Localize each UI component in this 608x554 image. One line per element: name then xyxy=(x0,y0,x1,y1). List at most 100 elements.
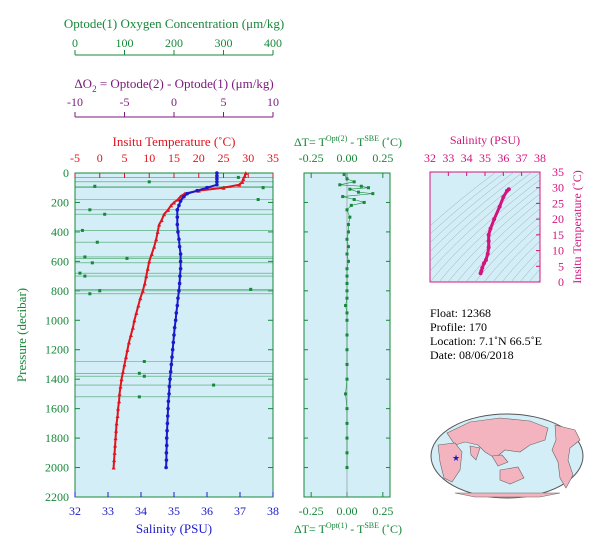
salinity-tick-label: 36 xyxy=(201,504,213,518)
salinity-point xyxy=(177,203,181,208)
oxygen-point xyxy=(249,287,253,291)
temperature-point xyxy=(115,414,120,418)
temperature-point xyxy=(237,182,242,187)
map-land-seasia xyxy=(491,454,509,467)
dt-point xyxy=(344,392,348,396)
inset-salinity-tick-label: 33 xyxy=(442,151,454,165)
dt-point xyxy=(352,198,356,202)
dt-point xyxy=(359,184,363,188)
ts-point xyxy=(482,261,487,266)
delta-o2-tick-label: -10 xyxy=(67,95,83,109)
dt-bottom-tick-label: -0.25 xyxy=(299,504,324,518)
salinity-point xyxy=(175,303,180,308)
salinity-point xyxy=(177,289,181,293)
dt-point xyxy=(356,190,360,194)
ts-density-contour xyxy=(483,223,540,282)
temperature-point xyxy=(242,173,247,178)
inset-temperature-title: Insitu Temperature (˚C) xyxy=(570,170,584,284)
salinity-point xyxy=(176,230,180,234)
salinity-tick-label: 37 xyxy=(234,504,246,518)
salinity-point xyxy=(172,333,176,337)
oxygen-point xyxy=(78,271,82,275)
salinity-point xyxy=(172,325,177,330)
dt-point xyxy=(371,192,375,196)
ts-point xyxy=(485,251,490,256)
salinity-point xyxy=(171,340,176,345)
salinity-point xyxy=(215,174,219,178)
salinity-point xyxy=(178,259,183,264)
dt-point xyxy=(345,311,349,315)
oxygen-point xyxy=(137,371,141,375)
dt-connector xyxy=(349,187,369,190)
dt-connector xyxy=(339,181,355,186)
temperature-tick-label: 25 xyxy=(218,151,230,165)
salinity-point xyxy=(164,451,169,455)
dt-point xyxy=(348,215,352,219)
dt-top-tick-label: 0.25 xyxy=(372,151,393,165)
temperature-point xyxy=(125,347,130,352)
temperature-tick-label: 5 xyxy=(122,151,128,165)
oxygen-point xyxy=(103,212,107,216)
ts-density-contour xyxy=(430,172,540,272)
salinity-point xyxy=(178,199,183,203)
dt-point xyxy=(345,296,349,300)
delta-o2-tick-label: 0 xyxy=(171,95,177,109)
temperature-point xyxy=(114,428,119,433)
pressure-tick-label: 1200 xyxy=(45,343,69,357)
oxygen-axis: 0 100 200 300 400 xyxy=(72,36,282,56)
oxygen-tick-label: 200 xyxy=(165,36,183,50)
info-location: Location: 7.1˚N 66.5˚E xyxy=(430,334,542,348)
temperature-point xyxy=(147,259,152,264)
pressure-tick-label: 2200 xyxy=(45,490,69,504)
salinity-point xyxy=(167,392,171,396)
salinity-point xyxy=(215,177,219,181)
map-land-australia xyxy=(499,466,525,485)
oxygen-point xyxy=(98,289,102,293)
oxygen-point xyxy=(142,360,146,364)
salinity-point xyxy=(174,311,179,315)
inset-temperature-tick-label: 25 xyxy=(552,196,564,210)
dt-point xyxy=(345,274,349,278)
ts-point xyxy=(483,258,488,262)
salinity-point xyxy=(168,370,173,374)
dt-point xyxy=(345,289,349,293)
ts-point xyxy=(492,217,497,222)
salinity-point xyxy=(178,274,182,278)
oxygen-point xyxy=(90,261,94,265)
salinity-tick-label: 33 xyxy=(102,504,114,518)
oxygen-point xyxy=(80,228,84,232)
dt-point xyxy=(345,377,349,381)
salinity-point xyxy=(215,182,219,187)
temperature-point xyxy=(155,229,160,234)
temperature-point xyxy=(149,252,154,256)
dt-point xyxy=(349,203,353,207)
salinity-tick-label: 34 xyxy=(135,504,147,518)
temperature-point xyxy=(117,399,122,404)
inset-salinity-tick-label: 32 xyxy=(424,151,436,165)
dt-point xyxy=(346,245,350,249)
temperature-point xyxy=(118,384,123,389)
inset-salinity-title: Salinity (PSU) xyxy=(450,133,520,147)
map-land-americas xyxy=(551,424,581,489)
oxygen-point xyxy=(261,186,265,190)
dt-bottom-tick-label: 0.25 xyxy=(372,504,393,518)
ts-density-contour xyxy=(474,215,540,282)
salinity-point xyxy=(167,384,172,389)
pressure-axis-title: Pressure (decibar) xyxy=(14,288,29,382)
oxygen-point xyxy=(93,184,97,188)
dt-bottom-axis-title: ΔT= TOpt(1) - TSBE (˚C) xyxy=(294,521,402,536)
dt-point xyxy=(345,318,349,322)
salinity-point xyxy=(176,296,180,300)
ts-point xyxy=(505,188,509,193)
main-plot-oxygen-lines xyxy=(75,177,273,398)
dt-point xyxy=(341,195,345,199)
dt-point xyxy=(345,407,349,411)
dt-bottom-tick-label: 0.00 xyxy=(337,504,358,518)
temperature-point xyxy=(132,318,137,323)
dt-top-tick-label: 0.00 xyxy=(337,151,358,165)
temperature-tick-label: 10 xyxy=(143,151,155,165)
ts-inset-data xyxy=(478,187,511,276)
dt-point xyxy=(345,421,349,425)
delta-o2-tick-label: -5 xyxy=(120,95,130,109)
